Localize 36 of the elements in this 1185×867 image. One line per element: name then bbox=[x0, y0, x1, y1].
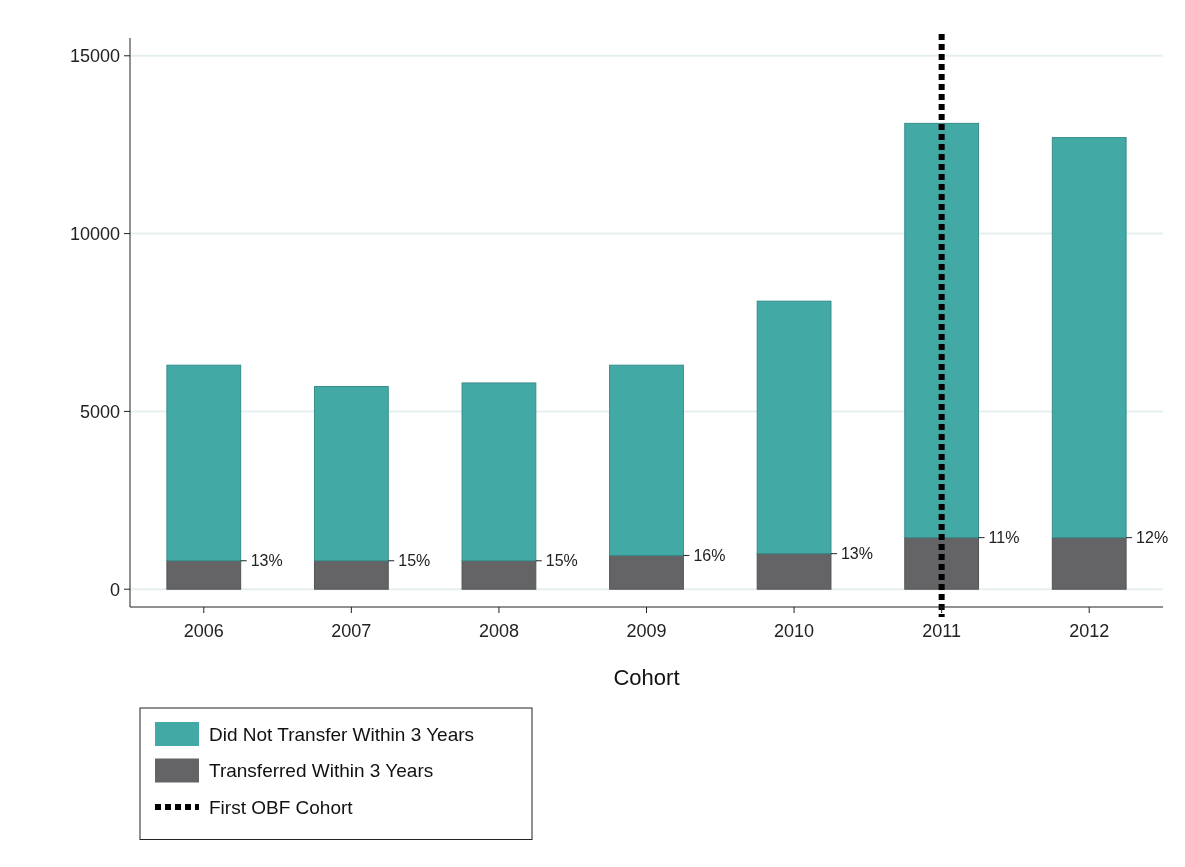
annotation: 13% bbox=[250, 552, 283, 570]
bar bbox=[166, 560, 242, 590]
annotation: 12% bbox=[1136, 529, 1169, 547]
annotation: 15% bbox=[398, 552, 431, 570]
x-axis-title: Cohort bbox=[613, 665, 680, 690]
x-tick-label: 2011 bbox=[922, 621, 961, 641]
annotation: 15% bbox=[545, 552, 578, 570]
y-tick-label: 5000 bbox=[79, 401, 120, 422]
annotation: 13% bbox=[840, 545, 873, 563]
legend-label: First OBF Cohort bbox=[209, 796, 354, 818]
bar bbox=[756, 553, 832, 590]
x-tick-label: 2010 bbox=[774, 621, 815, 641]
y-tick-label: 10000 bbox=[69, 223, 120, 244]
bar bbox=[756, 300, 832, 555]
x-tick-label: 2012 bbox=[1069, 621, 1110, 641]
x-tick-label: 2009 bbox=[626, 621, 667, 641]
y-tick-label: 15000 bbox=[69, 46, 120, 67]
x-tick-label: 2007 bbox=[331, 621, 372, 641]
x-tick-label: 2006 bbox=[183, 621, 224, 641]
bar bbox=[1051, 537, 1127, 590]
bar bbox=[1051, 137, 1127, 539]
bar bbox=[313, 386, 389, 562]
bar bbox=[313, 560, 389, 590]
annotation: 11% bbox=[988, 529, 1020, 547]
legend-label: Transferred Within 3 Years bbox=[209, 760, 434, 782]
annotation: 16% bbox=[693, 547, 726, 565]
bar bbox=[166, 364, 242, 562]
x-tick-label: 2008 bbox=[478, 621, 519, 641]
bar bbox=[461, 560, 537, 590]
bar bbox=[904, 537, 980, 590]
bar bbox=[904, 122, 980, 539]
legend-label: Did Not Transfer Within 3 Years bbox=[209, 723, 475, 745]
y-tick-label: 0 bbox=[109, 579, 120, 600]
bar bbox=[609, 554, 684, 590]
bar bbox=[461, 382, 537, 562]
bar bbox=[609, 364, 684, 556]
